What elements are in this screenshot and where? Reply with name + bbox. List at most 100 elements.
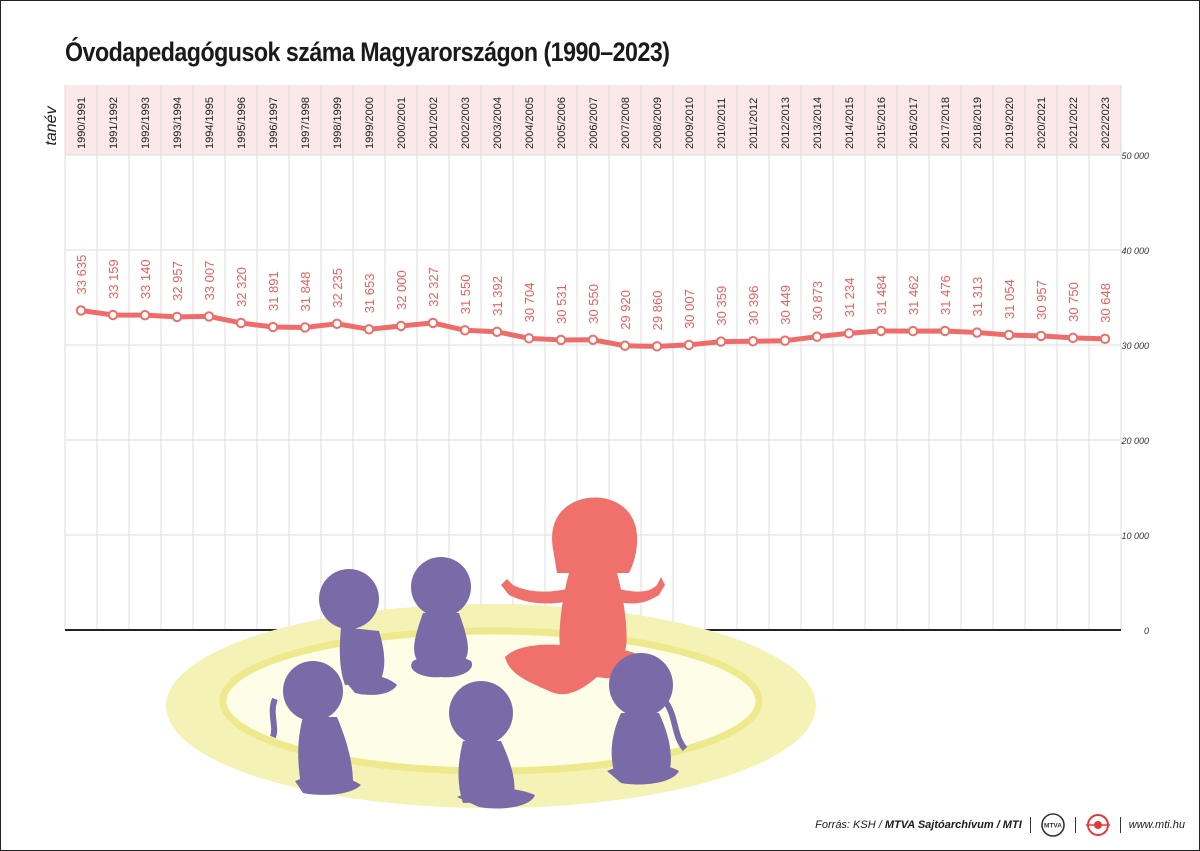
x-tick-label: 1999/2000 <box>364 97 376 149</box>
x-tick-label: 2008/2009 <box>652 97 664 149</box>
x-tick-label: 2015/2016 <box>876 97 888 149</box>
category-header-background <box>65 85 1121 155</box>
data-point <box>331 318 343 329</box>
child-figure-right <box>607 653 688 785</box>
source-line: Forrás: KSH / MTVA Sajtóarchívum / MTI <box>815 819 1022 831</box>
data-point <box>619 340 631 351</box>
x-tick-label: 2002/2003 <box>460 97 472 149</box>
x-tick-label: 1990/1991 <box>76 97 88 149</box>
data-label: 29 860 <box>650 291 665 331</box>
x-tick-label: 1993/1994 <box>172 97 184 149</box>
child-figure-left <box>269 661 361 795</box>
data-label: 31 848 <box>298 272 313 312</box>
x-tick-label: 1997/1998 <box>300 97 312 149</box>
data-label: 30 957 <box>1034 280 1049 320</box>
data-point <box>555 334 567 346</box>
x-tick-label: 1996/1997 <box>268 97 280 149</box>
child-figure-top-center <box>411 557 473 678</box>
mtva-logo-text: MTVA <box>1044 823 1062 830</box>
x-tick-label: 1992/1993 <box>140 97 152 149</box>
data-label: 30 704 <box>522 283 537 323</box>
data-label: 30 750 <box>1066 282 1081 322</box>
source-prefix: Forrás: KSH / <box>815 819 885 831</box>
x-tick-label: 2001/2002 <box>428 97 440 149</box>
data-point <box>363 324 375 335</box>
data-label: 33 140 <box>138 259 153 299</box>
data-label: 30 359 <box>714 286 729 326</box>
x-tick-label: 2005/2006 <box>556 97 568 149</box>
data-label: 30 449 <box>778 285 793 325</box>
data-point <box>811 331 823 342</box>
x-tick-label: 2003/2004 <box>492 97 504 149</box>
data-label: 30 396 <box>746 285 761 325</box>
y-tick-label: 10 000 <box>1121 531 1149 541</box>
data-point <box>683 339 695 351</box>
data-point <box>299 322 311 333</box>
series-points <box>75 305 1111 352</box>
x-tick-label: 2007/2008 <box>620 97 632 149</box>
data-label: 31 313 <box>970 277 985 317</box>
data-point <box>427 317 439 329</box>
child-figure-bottom <box>449 681 535 809</box>
mti-logo-icon <box>1085 814 1110 836</box>
data-label: 32 235 <box>330 268 345 308</box>
x-tick-label: 1991/1992 <box>108 97 120 149</box>
data-label: 33 635 <box>74 255 89 295</box>
website-link[interactable]: www.mti.hu <box>1128 819 1185 831</box>
data-label: 32 320 <box>234 267 249 307</box>
data-label: 33 159 <box>106 259 121 299</box>
data-point <box>587 334 599 345</box>
data-label: 31 484 <box>874 275 889 315</box>
x-tick-label: 2020/2021 <box>1036 97 1048 149</box>
data-label: 29 920 <box>618 290 633 330</box>
data-point <box>1099 333 1111 345</box>
x-tick-label: 2004/2005 <box>524 97 536 149</box>
y-tick-label: 50 000 <box>1121 151 1149 161</box>
child-figure-top-left <box>319 569 397 695</box>
data-label: 31 462 <box>906 275 921 315</box>
data-label: 30 873 <box>810 281 825 321</box>
x-axis-tick-labels: 1990/1991 1991/1992 1992/1993 1993/1994 1994… <box>76 97 1112 149</box>
data-point <box>235 317 247 329</box>
data-labels: 33 635 33 159 33 140 32 957 33 007 32 320 31 8… <box>74 255 1113 331</box>
data-point <box>459 325 471 336</box>
data-point <box>395 320 407 332</box>
data-point <box>875 325 887 337</box>
data-point <box>1003 329 1015 341</box>
x-tick-label: 2011/2012 <box>748 98 760 149</box>
data-point <box>75 305 87 316</box>
x-tick-label: 2018/2019 <box>972 97 984 149</box>
x-tick-label: 2013/2014 <box>812 97 824 149</box>
x-tick-label: 2021/2022 <box>1068 97 1080 149</box>
x-tick-label: 1995/1996 <box>236 97 248 149</box>
data-point <box>491 326 503 337</box>
y-tick-label: 0 <box>1144 626 1149 636</box>
data-point <box>779 335 791 346</box>
x-tick-label: 2019/2020 <box>1004 97 1016 149</box>
data-point <box>843 328 855 339</box>
mtva-logo-icon: MTVA <box>1040 813 1065 837</box>
x-tick-label: 1994/1995 <box>204 97 216 149</box>
data-label: 31 550 <box>458 275 473 315</box>
category-header-band <box>65 85 1121 155</box>
data-label: 31 476 <box>938 275 953 315</box>
data-point <box>267 321 279 333</box>
data-label: 30 550 <box>586 284 601 324</box>
data-point <box>939 325 951 337</box>
x-tick-label: 2012/2013 <box>780 97 792 149</box>
source-footer: Forrás: KSH / MTVA Sajtóarchívum / MTI M… <box>815 812 1185 838</box>
data-label: 31 891 <box>266 271 281 311</box>
data-point <box>523 333 535 344</box>
footer-separator <box>1074 817 1076 833</box>
data-point <box>107 309 119 321</box>
data-point <box>971 327 983 338</box>
x-tick-label: 2017/2018 <box>940 97 952 149</box>
footer-separator <box>1119 817 1121 833</box>
y-tick-label: 30 000 <box>1121 341 1149 351</box>
data-label: 31 054 <box>1002 279 1017 319</box>
data-point <box>171 311 183 323</box>
y-axis-ticks: 0 10 000 20 000 30 000 40 000 50 000 <box>1120 151 1149 636</box>
data-point <box>1035 330 1047 342</box>
